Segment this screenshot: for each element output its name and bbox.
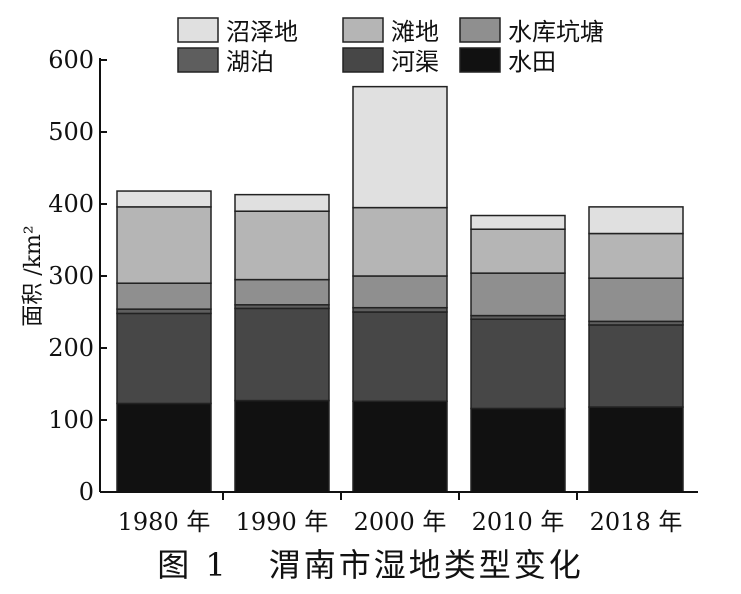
legend-swatch-5	[342, 47, 384, 73]
bar-segment-6-3	[352, 85, 448, 209]
legend-label-1: 沼泽地	[226, 18, 298, 46]
legend-swatch-6	[459, 47, 501, 73]
bar-segment-5-1	[116, 206, 212, 284]
bar-segment-2-1	[116, 312, 212, 405]
bar-segment-4-3	[352, 275, 448, 309]
x-tick-label-1: 1980 年	[118, 508, 211, 536]
y-tick-label-100: 100	[48, 406, 94, 434]
x-tick-label-5: 2018 年	[590, 508, 683, 536]
bar-segment-2-2	[234, 307, 330, 402]
bar-segment-6-4	[470, 214, 566, 230]
legend-swatch-1	[177, 17, 219, 43]
legend-swatch-3	[459, 17, 501, 43]
x-tick-label-4: 2010 年	[472, 508, 565, 536]
bar-segment-5-2	[234, 210, 330, 281]
figure-title: 渭南市湿地类型变化	[268, 546, 584, 584]
bar-segment-5-3	[352, 206, 448, 277]
bar-segment-6-1	[116, 190, 212, 208]
bar-segment-4-5	[588, 277, 684, 323]
bar-segment-4-1	[116, 282, 212, 310]
y-axis-label: 面积 /km²	[21, 225, 46, 326]
legend-label-6: 水田	[508, 48, 556, 76]
y-tick-label-500: 500	[48, 118, 94, 146]
legend-swatch-4	[177, 47, 219, 73]
y-tick-label-400: 400	[48, 190, 94, 218]
bar-segment-5-4	[470, 228, 566, 274]
figure-caption: 图 1 渭南市湿地类型变化	[0, 540, 741, 586]
y-tick-label-600: 600	[48, 46, 94, 74]
legend-swatch-2	[342, 17, 384, 43]
x-tick-label-2: 1990 年	[236, 508, 329, 536]
bar-segment-1-1	[116, 402, 212, 493]
bar-segment-1-3	[352, 400, 448, 493]
bar-segment-1-4	[470, 407, 566, 493]
bar-segment-1-5	[588, 406, 684, 493]
bar-segment-4-4	[470, 272, 566, 317]
legend-label-2: 滩地	[391, 18, 439, 46]
stacked-bar-chart: 0 100 200 300 400 500 600 1980 年 1990 年 2000 年 201…	[21, 17, 698, 536]
bar-segment-1-2	[234, 399, 330, 493]
legend-label-3: 水库坑塘	[508, 18, 604, 46]
bar-segment-2-3	[352, 311, 448, 403]
legend-label-5: 河渠	[391, 48, 439, 76]
bar-segment-4-2	[234, 278, 330, 306]
legend-label-4: 湖泊	[226, 48, 274, 76]
x-tick-label-3: 2000 年	[354, 508, 447, 536]
y-tick-label-200: 200	[48, 334, 94, 362]
bar-segment-2-5	[588, 324, 684, 408]
y-tick-label-300: 300	[48, 262, 94, 290]
bar-segment-6-5	[588, 206, 684, 235]
figure-number: 图 1	[157, 546, 229, 584]
y-tick-label-0: 0	[79, 478, 94, 506]
bar-segment-5-5	[588, 232, 684, 279]
bar-segment-6-2	[234, 193, 330, 212]
bar-segment-2-4	[470, 318, 566, 410]
